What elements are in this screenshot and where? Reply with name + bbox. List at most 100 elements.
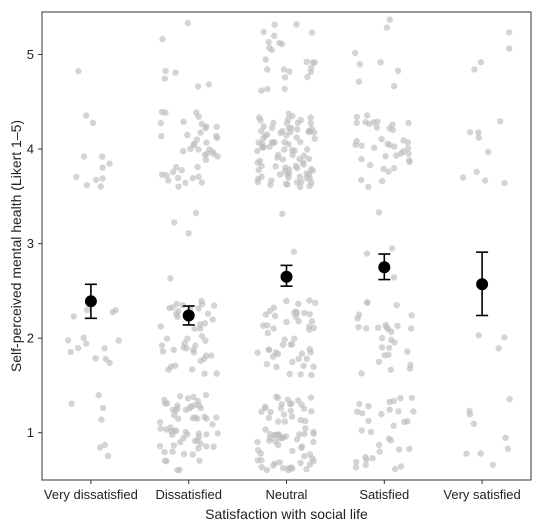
data-point	[406, 158, 413, 165]
data-point	[404, 418, 411, 425]
data-point	[310, 129, 318, 136]
x-tick-label: Very dissatisfied	[44, 487, 138, 502]
data-point	[283, 297, 290, 305]
data-point	[283, 120, 291, 127]
data-point	[289, 112, 296, 120]
data-point	[194, 83, 202, 90]
data-point	[106, 359, 113, 367]
data-point	[379, 177, 386, 185]
data-point	[80, 153, 88, 160]
data-point	[169, 431, 176, 439]
data-point	[358, 370, 365, 377]
data-point	[258, 464, 265, 471]
data-point	[202, 156, 210, 164]
data-point	[184, 395, 192, 402]
data-point	[157, 323, 164, 330]
data-point	[279, 128, 286, 135]
data-point	[157, 419, 164, 426]
data-point	[353, 113, 361, 121]
data-point	[281, 74, 289, 81]
data-point	[195, 305, 202, 312]
data-point	[288, 146, 296, 154]
data-point	[475, 134, 482, 141]
data-point	[202, 391, 210, 399]
data-point	[291, 335, 298, 342]
data-point	[305, 155, 313, 162]
data-point	[193, 109, 200, 116]
data-point	[287, 407, 294, 414]
data-point	[191, 325, 198, 332]
data-point	[407, 325, 415, 332]
data-point	[471, 66, 478, 73]
data-point	[275, 441, 282, 449]
data-point	[459, 174, 467, 181]
data-point	[267, 408, 274, 416]
axes-layer: 1 2 3 4 5 Very dissatisfied Dissatisfied Neutra…	[27, 47, 521, 502]
data-point	[180, 148, 187, 155]
mean-point	[476, 278, 489, 291]
data-point	[397, 395, 404, 402]
data-point	[484, 148, 492, 156]
data-point	[404, 139, 412, 146]
data-point	[96, 444, 104, 451]
data-point	[477, 59, 485, 66]
data-point	[276, 459, 283, 466]
data-point	[214, 430, 221, 437]
data-point	[390, 422, 397, 429]
data-point	[92, 176, 100, 184]
data-point	[270, 462, 277, 469]
data-point	[260, 28, 267, 36]
data-point	[169, 448, 176, 455]
data-point	[269, 353, 277, 360]
data-point	[201, 355, 208, 363]
data-point	[209, 421, 216, 428]
data-point	[303, 466, 310, 473]
data-point	[173, 427, 180, 435]
data-point	[289, 358, 296, 366]
data-point	[392, 465, 399, 473]
data-point	[288, 400, 295, 407]
data-point	[275, 151, 282, 159]
data-point	[307, 114, 314, 121]
data-point	[312, 299, 319, 307]
data-point	[311, 59, 318, 66]
data-point	[171, 219, 178, 226]
data-point	[308, 371, 315, 379]
data-point	[281, 336, 288, 343]
data-point	[373, 124, 381, 131]
data-point	[254, 349, 261, 356]
data-point	[387, 366, 394, 373]
data-point	[159, 35, 166, 43]
data-point	[284, 181, 291, 188]
data-point	[279, 210, 286, 218]
data-point	[262, 404, 269, 411]
data-point	[308, 64, 315, 71]
data-point	[375, 358, 383, 365]
data-point	[279, 156, 287, 163]
data-point	[504, 445, 512, 452]
data-point	[310, 324, 317, 332]
data-point	[201, 413, 208, 420]
data-point	[281, 146, 288, 153]
data-point	[194, 397, 201, 405]
data-point	[382, 321, 389, 329]
data-point	[98, 416, 105, 423]
data-point	[203, 431, 210, 438]
data-point	[202, 337, 209, 344]
data-point	[70, 313, 78, 320]
data-point	[258, 140, 266, 147]
data-point	[184, 335, 191, 342]
data-point	[213, 134, 221, 142]
data-point	[262, 311, 270, 318]
data-point	[167, 275, 174, 282]
data-point	[355, 78, 363, 85]
data-point	[97, 183, 104, 190]
data-point	[263, 360, 271, 368]
data-point	[264, 329, 271, 337]
data-point	[297, 459, 304, 467]
data-point	[258, 87, 265, 94]
data-point	[281, 138, 288, 146]
data-point	[309, 455, 316, 462]
data-point	[502, 434, 509, 441]
data-point	[289, 465, 296, 472]
